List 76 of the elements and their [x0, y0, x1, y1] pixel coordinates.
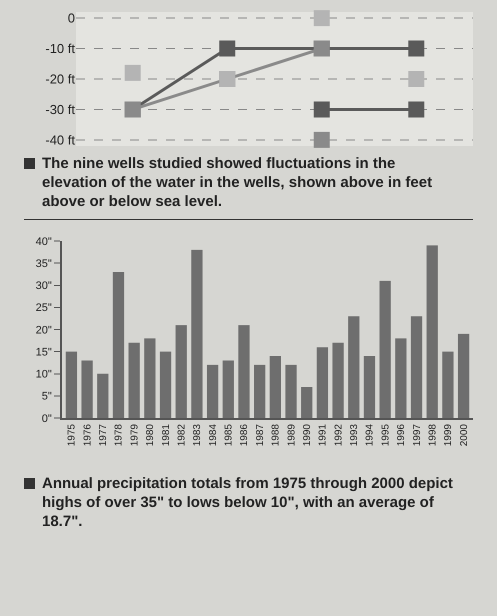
- y-tick-label: 20": [36, 324, 52, 336]
- bar: [458, 334, 470, 418]
- y-tick-label: 0": [42, 412, 52, 425]
- bar: [301, 387, 312, 418]
- x-tick-label: 1989: [286, 424, 298, 446]
- bar: [66, 352, 78, 418]
- x-tick-label: 1978: [114, 424, 125, 446]
- y-tick-label: 25": [36, 302, 52, 314]
- bar: [348, 316, 360, 418]
- x-tick-label: 1995: [380, 424, 392, 446]
- x-tick-label: 1992: [333, 424, 344, 446]
- x-tick-label: 1994: [364, 424, 376, 446]
- bar: [316, 347, 328, 418]
- y-tick-label: -40 ft: [45, 132, 76, 148]
- text: The nine wells studied showed fluctuations in the elevation of the water in the wells, shown above in feet above or below sea level.: [42, 155, 432, 210]
- bar: [285, 364, 297, 418]
- y-tick-label: -30 ft: [45, 102, 76, 117]
- x-tick-label: 1984: [208, 424, 219, 446]
- point: [314, 10, 330, 26]
- bar: [442, 352, 454, 418]
- bar: [112, 272, 124, 418]
- bar: [270, 356, 281, 418]
- x-tick-label: 1991: [318, 424, 329, 446]
- x-tick-label: 1981: [160, 424, 172, 446]
- bar: [176, 325, 187, 418]
- x-tick-label: 1977: [98, 424, 110, 446]
- x-tick-label: 1979: [129, 424, 140, 446]
- x-tick-label: 1975: [66, 424, 78, 446]
- x-tick-label: 1982: [176, 424, 188, 446]
- x-tick-label: 1985: [224, 424, 235, 446]
- bar: [160, 352, 172, 418]
- x-tick-label: 1980: [145, 424, 156, 446]
- bar: [238, 325, 250, 418]
- bar: [254, 364, 266, 418]
- text: Annual precipitation totals from 1975 through 2000 depict highs of over 35" to lows below 10", with an average of 18.7".: [42, 475, 453, 530]
- y-tick-label: -20 ft: [45, 72, 76, 87]
- bar: [97, 374, 108, 418]
- x-tick-label: 1987: [254, 424, 266, 446]
- y-tick-label: 40": [36, 236, 52, 248]
- point: [219, 40, 236, 57]
- bar: [191, 250, 203, 418]
- x-tick-label: 2000: [458, 424, 470, 446]
- bar: [81, 360, 93, 418]
- point: [314, 101, 330, 118]
- x-tick-label: 1999: [443, 424, 454, 446]
- point: [408, 40, 424, 57]
- point: [314, 132, 330, 148]
- bar: [410, 316, 422, 418]
- point: [408, 71, 424, 87]
- x-tick-label: 1998: [427, 424, 438, 446]
- y-tick-label: 30": [36, 280, 52, 292]
- point: [124, 64, 141, 81]
- x-tick-label: 1997: [412, 424, 423, 446]
- y-tick-label: 0: [68, 10, 75, 26]
- y-tick-label: 35": [36, 258, 52, 270]
- y-tick-label: -10 ft: [45, 41, 76, 56]
- bar: [206, 364, 218, 418]
- y-tick-label: 10": [36, 368, 52, 381]
- bar: [332, 342, 344, 418]
- x-tick-label: 1983: [192, 424, 204, 446]
- bar: [222, 360, 234, 418]
- x-tick-label: 1986: [239, 424, 250, 446]
- bar: [426, 245, 438, 418]
- bar: [380, 280, 391, 418]
- y-tick-label: 15": [36, 346, 52, 358]
- x-tick-label: 1988: [270, 424, 282, 446]
- bar: [395, 338, 406, 418]
- bar: [144, 338, 156, 418]
- x-tick-label: 1993: [349, 424, 360, 446]
- x-tick-label: 1996: [396, 424, 408, 446]
- bar: [128, 342, 140, 418]
- x-tick-label: 1976: [82, 424, 94, 446]
- y-tick-label: 5": [42, 390, 52, 403]
- x-tick-label: 1990: [302, 424, 313, 446]
- bar: [364, 356, 376, 418]
- point: [408, 101, 424, 118]
